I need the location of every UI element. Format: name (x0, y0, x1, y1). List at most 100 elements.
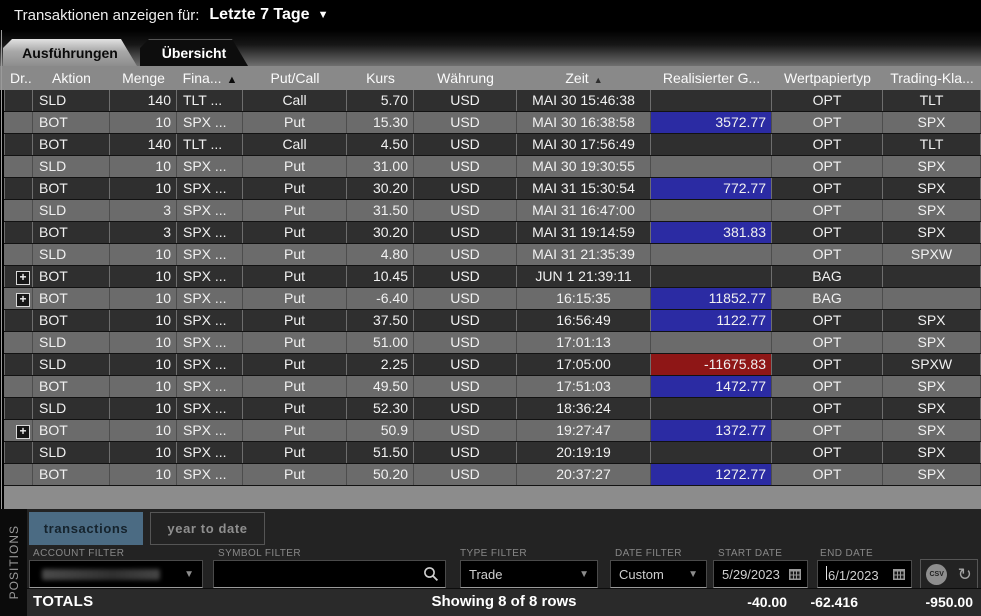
cell-currency: USD (414, 178, 517, 199)
table-row[interactable]: SLD 10 SPX ... Put 51.50 USD 20:19:19 OPT SPX (4, 442, 981, 464)
sidebar-tab-positions[interactable]: POSITIONS (0, 509, 27, 616)
cell-qty: 3 (110, 200, 177, 221)
cell-price: 10.45 (347, 266, 414, 287)
table-row[interactable]: SLD 10 SPX ... Put 4.80 USD MAI 31 21:35:39 OPT… (4, 244, 981, 266)
cell-action: SLD (33, 442, 110, 463)
table-row[interactable]: BOT 10 SPX ... Put 50.20 USD 20:37:27 1272.77 OP… (4, 464, 981, 486)
table-row[interactable]: SLD 3 SPX ... Put 31.50 USD MAI 31 16:47:00 OPT… (4, 200, 981, 222)
cell-time: MAI 31 21:35:39 (517, 244, 651, 265)
table-row[interactable]: BOT 10 SPX ... Put 30.20 USD MAI 31 15:30:54 77… (4, 178, 981, 200)
cell-tclass: SPXW (883, 244, 981, 265)
cell-action: BOT (33, 288, 110, 309)
expand-row-icon[interactable]: + (16, 425, 30, 439)
cell-drag (4, 178, 33, 199)
cell-sectype: OPT (772, 332, 883, 353)
end-date-input[interactable]: 6/1/2023 (817, 560, 912, 588)
expand-row-icon[interactable]: + (16, 293, 30, 307)
chevron-down-icon: ▼ (688, 568, 698, 580)
column-header-sectype[interactable]: Wertpapiertyp (784, 70, 871, 86)
cell-tclass: SPX (883, 222, 981, 243)
cell-sectype: OPT (772, 134, 883, 155)
cell-qty: 10 (110, 398, 177, 419)
column-header-fin[interactable]: Fina... ▲ (182, 70, 238, 86)
cell-tclass: SPX (883, 200, 981, 221)
column-header-realized[interactable]: Realisierter G... (662, 70, 761, 86)
chevron-down-icon[interactable]: ▼ (317, 9, 329, 21)
cell-price: 5.70 (347, 90, 414, 111)
table-row[interactable]: BOT 10 SPX ... Put 49.50 USD 17:51:03 1472.77 OP… (4, 376, 981, 398)
cell-action: SLD (33, 90, 110, 111)
account-filter-dropdown[interactable]: ▼ (29, 560, 203, 588)
totals-value-commission: -62.416 (810, 594, 858, 610)
table-row[interactable]: SLD 10 SPX ... Put 31.00 USD MAI 30 19:30:55 OP… (4, 156, 981, 178)
cell-qty: 10 (110, 156, 177, 177)
cell-price: 4.50 (347, 134, 414, 155)
refresh-icon[interactable]: ↻ (957, 564, 972, 584)
calendar-icon[interactable] (788, 568, 802, 581)
tab-year-to-date[interactable]: year to date (150, 512, 265, 545)
cell-action: BOT (33, 134, 110, 155)
start-date-input[interactable]: 5/29/2023 (713, 560, 808, 588)
expand-row-icon[interactable]: + (16, 271, 30, 285)
column-header-currency[interactable]: Währung (437, 70, 494, 86)
table-row[interactable]: BOT 140 TLT ... Call 4.50 USD MAI 30 17:56:49 O… (4, 134, 981, 156)
cell-putcall: Put (243, 156, 347, 177)
cell-currency: USD (414, 464, 517, 485)
cell-price: 30.20 (347, 222, 414, 243)
table-row[interactable]: SLD 10 SPX ... Put 2.25 USD 17:05:00 -11675.83 O… (4, 354, 981, 376)
column-header-action[interactable]: Aktion (52, 70, 91, 86)
totals-label: TOTALS (33, 593, 94, 610)
cell-qty: 10 (110, 266, 177, 287)
cell-tclass: SPXW (883, 354, 981, 375)
cell-time: 18:36:24 (517, 398, 651, 419)
column-header-price[interactable]: Kurs (366, 70, 395, 86)
table-row[interactable]: SLD 10 SPX ... Put 52.30 USD 18:36:24 OPT SPX (4, 398, 981, 420)
table-row[interactable]: BOT 3 SPX ... Put 30.20 USD MAI 31 19:14:59 381… (4, 222, 981, 244)
account-filter-value-redacted (42, 568, 160, 580)
tab-ausfuehrungen[interactable]: Ausführungen (3, 39, 137, 66)
csv-export-icon[interactable]: CSV (926, 563, 948, 585)
cell-drag: + (4, 420, 33, 441)
cell-fin: SPX ... (177, 112, 243, 133)
cell-tclass: TLT (883, 90, 981, 111)
table-row[interactable]: + BOT 10 SPX ... Put 50.9 USD 19:27:47 1372.77 OP… (4, 420, 981, 442)
column-header-time[interactable]: Zeit ▲ (565, 70, 603, 86)
search-icon[interactable] (423, 566, 439, 582)
cell-sectype: OPT (772, 376, 883, 397)
table-row[interactable]: SLD 140 TLT ... Call 5.70 USD MAI 30 15:46:38 O… (4, 90, 981, 112)
cell-time: 20:37:27 (517, 464, 651, 485)
table-row[interactable]: + BOT 10 SPX ... Put 10.45 USD JUN 1 21:39:11 BA… (4, 266, 981, 288)
cell-currency: USD (414, 112, 517, 133)
table-row[interactable]: + BOT 10 SPX ... Put -6.40 USD 16:15:35 11852.77… (4, 288, 981, 310)
totals-value-net: -950.00 (925, 594, 973, 610)
tab-transactions[interactable]: transactions (29, 512, 143, 545)
type-filter-dropdown[interactable]: Trade ▼ (460, 560, 598, 588)
cell-currency: USD (414, 222, 517, 243)
table-row[interactable]: SLD 10 SPX ... Put 51.00 USD 17:01:13 OPT SPX (4, 332, 981, 354)
column-header-putcall[interactable]: Put/Call (270, 70, 320, 86)
cell-action: SLD (33, 156, 110, 177)
tab-uebersicht[interactable]: Übersicht (140, 39, 248, 66)
symbol-filter-input[interactable] (213, 560, 446, 588)
cell-tclass: SPX (883, 156, 981, 177)
column-header-qty[interactable]: Menge (122, 70, 165, 86)
cell-currency: USD (414, 420, 517, 441)
table-header-bar: Dr... Aktion Menge Fina...▲ Put/Call Kurs Währ… (0, 66, 981, 90)
cell-qty: 10 (110, 288, 177, 309)
cell-putcall: Put (243, 266, 347, 287)
period-selector-value[interactable]: Letzte 7 Tage (209, 6, 310, 23)
cell-tclass: TLT (883, 134, 981, 155)
column-header-drag[interactable]: Dr... (10, 70, 33, 86)
calendar-icon[interactable] (892, 568, 906, 581)
date-filter-dropdown[interactable]: Custom ▼ (610, 560, 707, 588)
table-row[interactable]: BOT 10 SPX ... Put 15.30 USD MAI 30 16:38:58 35… (4, 112, 981, 134)
table-row[interactable]: BOT 10 SPX ... Put 37.50 USD 16:56:49 1122.77 OP… (4, 310, 981, 332)
cell-qty: 3 (110, 222, 177, 243)
column-header-tclass[interactable]: Trading-Kla... (890, 70, 974, 86)
symbol-filter-label: SYMBOL FILTER (218, 548, 301, 559)
cell-price: 15.30 (347, 112, 414, 133)
cell-sectype: OPT (772, 112, 883, 133)
cell-time: JUN 1 21:39:11 (517, 266, 651, 287)
cell-realized (651, 442, 772, 463)
cell-fin: SPX ... (177, 464, 243, 485)
